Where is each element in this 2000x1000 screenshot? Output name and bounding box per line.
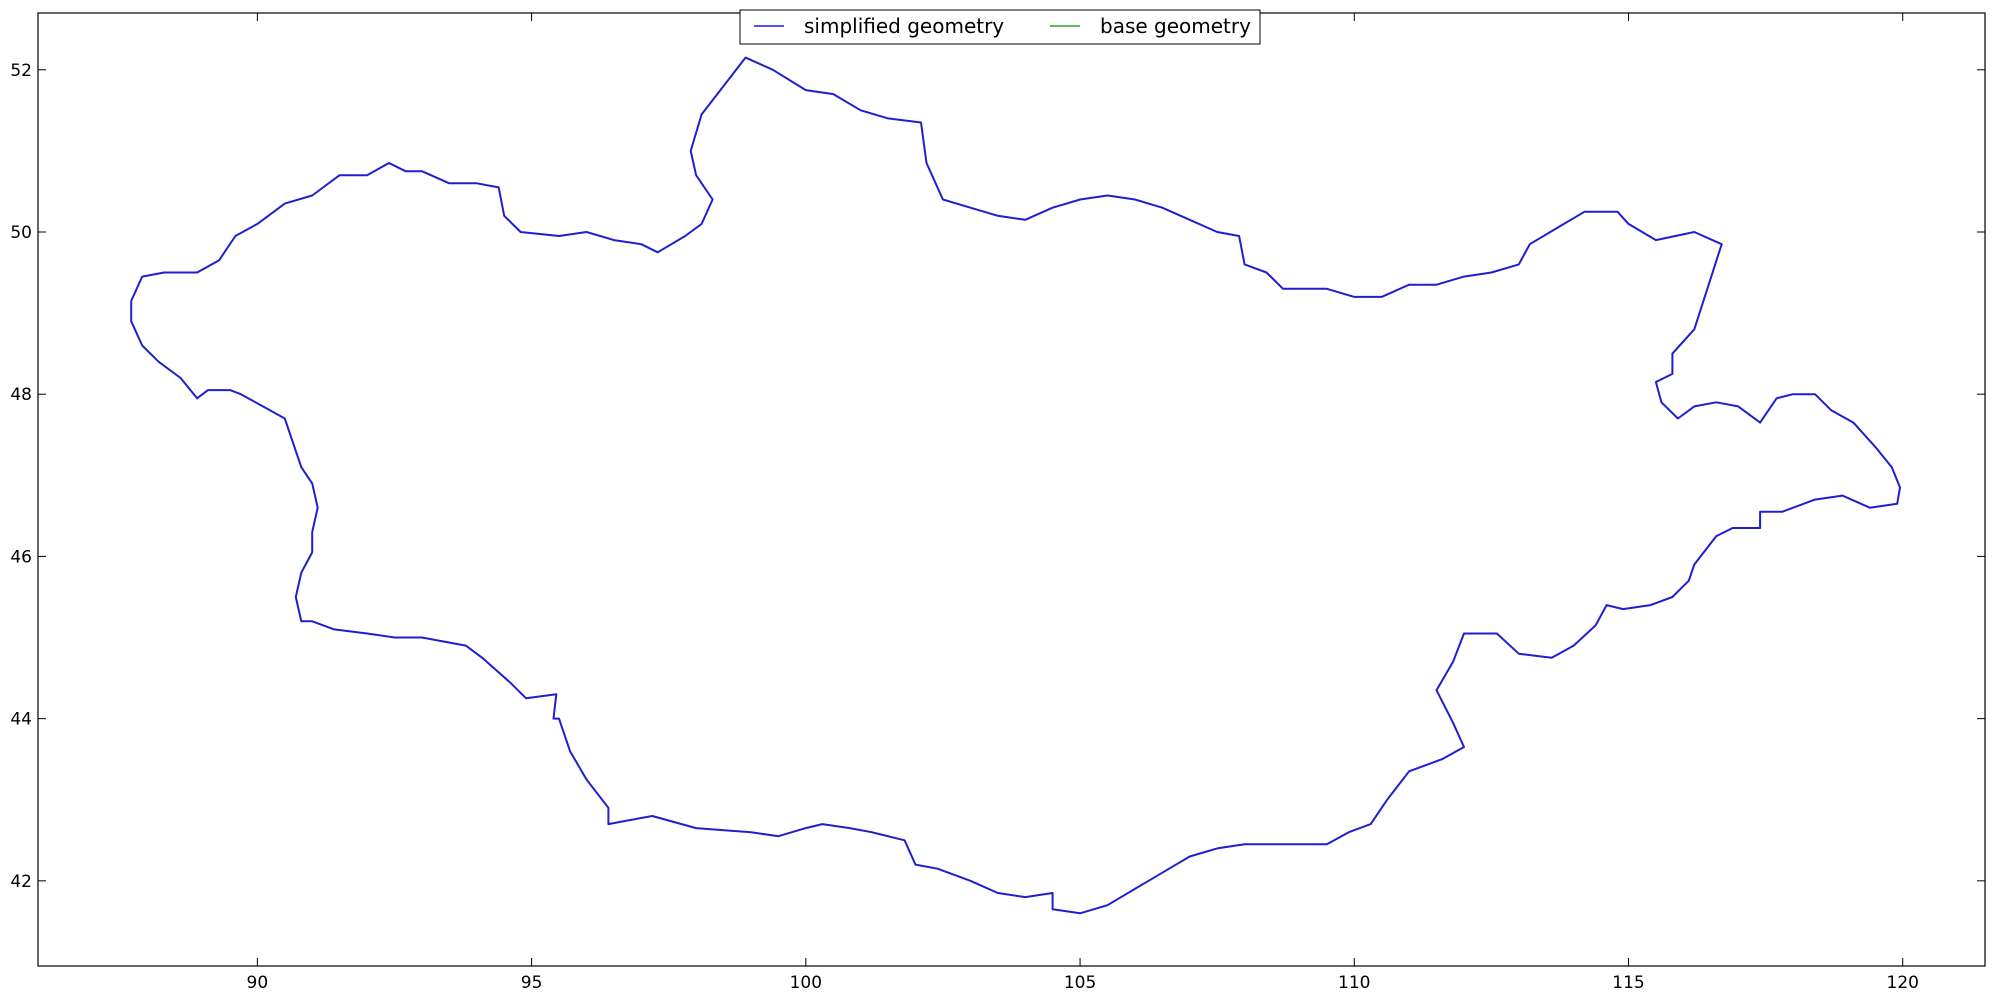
legend-box <box>739 9 1261 45</box>
y-tick-label: 44 <box>10 710 32 730</box>
x-tick-label: 95 <box>521 973 543 993</box>
y-axis: 42 44 46 48 50 52 <box>10 61 1985 892</box>
x-tick-label: 110 <box>1338 973 1370 993</box>
legend-label-base: base geometry <box>1100 14 1251 38</box>
x-tick-label: 90 <box>247 973 269 993</box>
x-tick-label: 115 <box>1612 973 1644 993</box>
y-tick-label: 48 <box>10 385 32 405</box>
y-tick-label: 52 <box>10 61 32 81</box>
plot-area <box>38 13 1985 966</box>
y-tick-label: 42 <box>10 872 32 892</box>
series-line-simplified <box>130 56 1901 915</box>
x-tick-label: 120 <box>1887 973 1919 993</box>
x-axis: 90 95 100 105 110 115 120 <box>247 13 1919 993</box>
y-tick-label: 50 <box>10 223 32 243</box>
y-tick-label: 46 <box>10 547 32 567</box>
x-tick-label: 100 <box>790 973 822 993</box>
legend: simplified geometry base geometry <box>739 9 1261 45</box>
legend-label-simplified: simplified geometry <box>804 14 1004 38</box>
x-tick-label: 105 <box>1064 973 1096 993</box>
simplified-geometry-layer <box>130 56 1901 915</box>
